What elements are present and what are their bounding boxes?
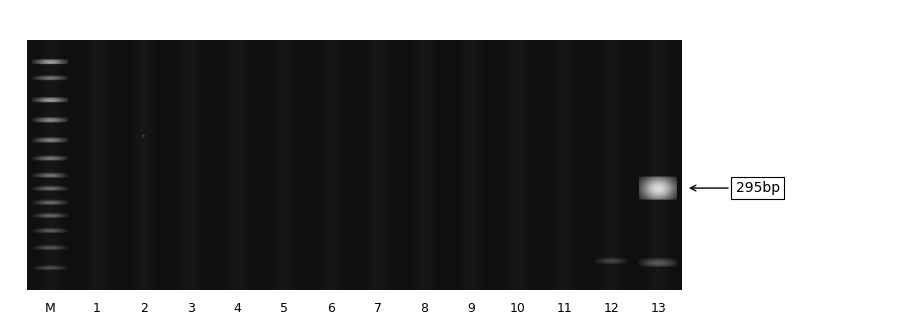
- Text: 6: 6: [327, 302, 335, 315]
- Text: 7: 7: [374, 302, 382, 315]
- Text: 12: 12: [604, 302, 620, 315]
- Text: 13: 13: [650, 302, 666, 315]
- Text: 4: 4: [233, 302, 241, 315]
- Text: 3: 3: [187, 302, 195, 315]
- Text: 9: 9: [467, 302, 475, 315]
- Text: M: M: [45, 302, 56, 315]
- Text: 5: 5: [280, 302, 288, 315]
- Text: 11: 11: [557, 302, 572, 315]
- Text: 2: 2: [140, 302, 148, 315]
- Text: 8: 8: [421, 302, 429, 315]
- Text: 10: 10: [510, 302, 526, 315]
- Text: 295bp: 295bp: [691, 181, 779, 195]
- Text: 1: 1: [93, 302, 101, 315]
